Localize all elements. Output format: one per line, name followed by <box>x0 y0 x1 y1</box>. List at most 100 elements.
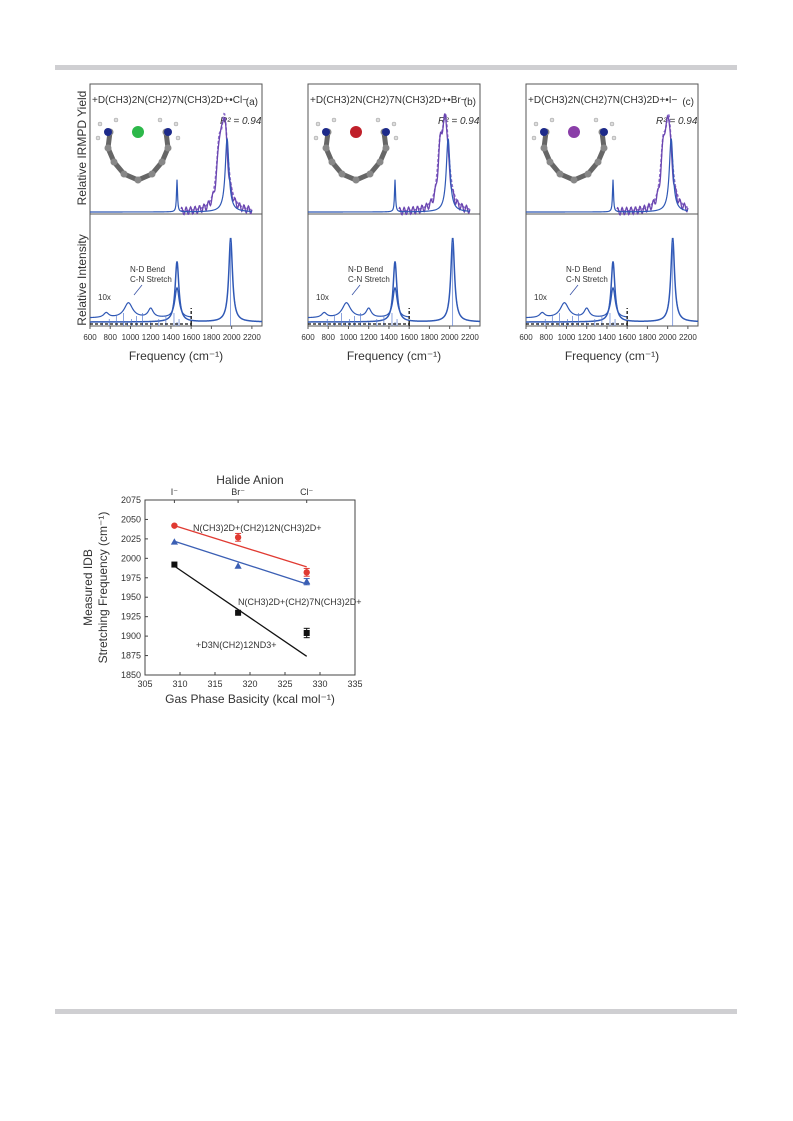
panel-frame <box>89 83 263 327</box>
data-point <box>235 609 242 616</box>
annotation-bend: N-D Bend <box>348 265 383 274</box>
nitrogen-atom <box>164 128 172 136</box>
panel-frame <box>307 83 481 327</box>
x-tick-label: 1200 <box>142 333 160 342</box>
hydrogen-atom <box>533 121 539 127</box>
nitrogen-atom <box>382 128 390 136</box>
x-tick-label: 1800 <box>639 333 657 342</box>
annotation-arrow <box>133 284 143 296</box>
y-tick-label: 2075 <box>121 495 141 505</box>
computed-spectrum <box>526 237 699 323</box>
hydrogen-atom <box>313 135 319 141</box>
series-label: +D3N(CH2)12ND3+ <box>196 640 277 650</box>
y-tick-label: 1900 <box>121 631 141 641</box>
hydrogen-atom <box>315 121 321 127</box>
calc-overlay <box>90 138 252 213</box>
hydrogen-atom <box>549 117 555 123</box>
x-tick-label: 800 <box>104 333 118 342</box>
data-point <box>303 569 310 576</box>
x-tick-label: 2200 <box>679 333 697 342</box>
hydrogen-atom <box>175 135 181 141</box>
panel-title: +D(CH3)2N(CH2)7N(CH3)2D+•Cl− <box>92 95 248 106</box>
magnification-label: 10x <box>316 293 329 302</box>
x-tick-label: 2200 <box>461 333 479 342</box>
carbon-atom <box>328 158 336 166</box>
x-tick-label: 2000 <box>441 333 459 342</box>
hydrogen-atom <box>157 117 163 123</box>
data-point <box>171 522 178 529</box>
annotation-arrow <box>569 284 579 296</box>
hydrogen-atom <box>331 117 337 123</box>
fit-line <box>174 540 307 585</box>
panel-label: (c) <box>682 97 694 108</box>
x-tick-label: 1400 <box>598 333 616 342</box>
y-axis-label: Stretching Frequency (cm⁻¹) <box>96 512 110 664</box>
molecule-structure <box>313 117 399 184</box>
hydrogen-atom <box>609 121 615 127</box>
halide-ion <box>568 126 580 138</box>
carbon-chain <box>105 129 171 183</box>
magnified-spectrum <box>89 286 192 319</box>
nitrogen-atom <box>540 128 548 136</box>
carbon-atom <box>584 170 592 178</box>
magnified-spectrum <box>525 286 628 319</box>
annotation-stretch: C-N Stretch <box>566 275 608 284</box>
x-tick-label: 2000 <box>223 333 241 342</box>
carbon-atom <box>556 170 564 178</box>
carbon-atom <box>600 144 608 152</box>
computed-spectrum <box>90 237 263 323</box>
top-tick-label: Cl⁻ <box>300 487 313 497</box>
y-tick-label: 2025 <box>121 534 141 544</box>
halide-ion <box>132 126 144 138</box>
chart-frame <box>144 499 356 676</box>
computed-spectrum <box>307 237 481 323</box>
hydrogen-atom <box>173 121 179 127</box>
panel-title: +D(CH3)2N(CH2)7N(CH3)2D+•Br− <box>310 95 467 106</box>
nitrogen-atom <box>322 128 330 136</box>
annotation-stretch: C-N Stretch <box>348 275 390 284</box>
y-label-lower: Relative Intensity <box>75 234 89 325</box>
panel-a: 600 800 1000 1200 1400 1600 1800 2000 2200 Freque… <box>83 83 263 363</box>
panel-label: (a) <box>246 97 258 108</box>
carbon-atom <box>366 170 374 178</box>
x-axis-label: Gas Phase Basicity (kcal mol⁻¹) <box>165 692 335 706</box>
panel-c: 600 800 1000 1200 1400 1600 1800 2000 2200 Freque… <box>519 83 699 363</box>
hydrogen-atom <box>391 121 397 127</box>
annotation-bend: N-D Bend <box>130 265 165 274</box>
top-tick-label: I⁻ <box>171 487 179 497</box>
x-axis-label: Frequency (cm⁻¹) <box>565 349 659 363</box>
data-point <box>303 577 311 585</box>
data-point <box>170 538 178 545</box>
x-tick-label: 2000 <box>659 333 677 342</box>
hydrogen-atom <box>531 135 537 141</box>
x-tick-label: 1800 <box>421 333 439 342</box>
magnified-spectrum <box>307 286 410 319</box>
halide-ion <box>350 126 362 138</box>
x-tick-label: 1600 <box>618 333 636 342</box>
panel-title: +D(CH3)2N(CH2)7N(CH3)2D+•I− <box>528 95 678 106</box>
r-squared: R² = 0.94 <box>220 116 262 127</box>
x-tick-label: 1800 <box>203 333 221 342</box>
carbon-atom <box>376 158 384 166</box>
annotation-stretch: C-N Stretch <box>130 275 172 284</box>
x-tick-label: 1400 <box>162 333 180 342</box>
y-tick-label: 1950 <box>121 592 141 602</box>
carbon-chain <box>323 129 389 183</box>
nitrogen-atom <box>600 128 608 136</box>
annotation-arrow <box>351 284 361 296</box>
x-axis-label: Frequency (cm⁻¹) <box>129 349 223 363</box>
spectra-figure: Relative IRMPD Yield Relative Intensity … <box>75 83 699 363</box>
carbon-atom <box>104 144 112 152</box>
x-tick-label: 600 <box>519 333 533 342</box>
hydrogen-atom <box>113 117 119 123</box>
carbon-atom <box>148 170 156 178</box>
panel-b: 600 800 1000 1200 1400 1600 1800 2000 2200 Freque… <box>301 83 481 363</box>
x-tick-label: 1400 <box>380 333 398 342</box>
series-label: N(CH3)2D+(CH2)7N(CH3)2D+ <box>238 597 362 607</box>
y-tick-label: 1850 <box>121 670 141 680</box>
carbon-atom <box>540 144 548 152</box>
calc-overlay <box>308 138 470 213</box>
data-point <box>234 562 242 569</box>
nitrogen-atom <box>104 128 112 136</box>
y-tick-label: 1975 <box>121 573 141 583</box>
